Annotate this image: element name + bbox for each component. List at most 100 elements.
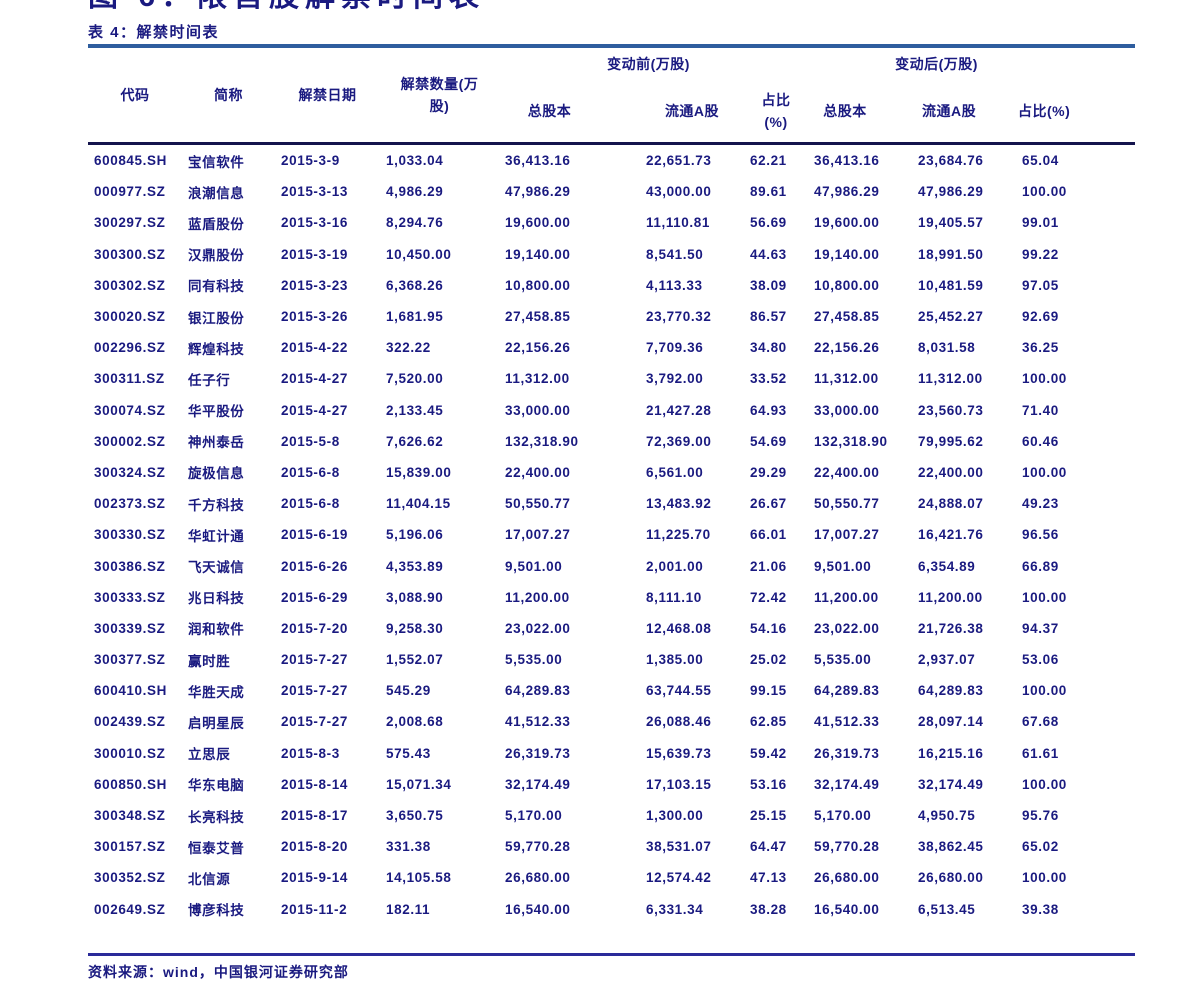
table-cell: 2015-3-9 <box>281 153 340 169</box>
table-sub-header-row: 总股本 流通A股 占比(%) 总股本 流通A股 占比(%) <box>88 80 1135 144</box>
table-cell: 96.56 <box>1022 527 1059 543</box>
table-cell: 33.52 <box>750 371 787 387</box>
table-cell: 12,574.42 <box>646 870 712 886</box>
col-header-float-a-after: 流通A股 <box>921 103 977 119</box>
table-cell: 17,007.27 <box>814 527 880 543</box>
table-cell: 26.67 <box>750 496 787 512</box>
table-cell: 2015-3-16 <box>281 215 348 231</box>
table-cell: 600845.SH <box>94 153 167 169</box>
table-cell: 17,103.15 <box>646 776 712 792</box>
table-cell: 41,512.33 <box>505 714 571 730</box>
table-cell: 2015-7-27 <box>281 652 348 668</box>
table-cell: 2015-8-20 <box>281 839 348 855</box>
table-cell: 16,421.76 <box>918 527 984 543</box>
table-row: 300157.SZ 恒泰艾普 2015-8-20 331.38 59,770.28 38,… <box>88 831 1135 862</box>
table-cell: 59.42 <box>750 745 787 761</box>
table-cell: 华东电脑 <box>188 778 245 794</box>
table-body: 600845.SH 宝信软件 2015-3-9 1,033.04 36,413.16 22… <box>88 144 1135 925</box>
table-cell: 132,318.90 <box>814 433 888 449</box>
table-cell: 8,541.50 <box>646 246 704 262</box>
table-cell: 99.01 <box>1022 215 1059 231</box>
section-heading-clipped: 图 6：限售股解禁时间表 <box>88 0 485 12</box>
table-row: 300074.SZ 华平股份 2015-4-27 2,133.45 33,000.00 2… <box>88 395 1135 426</box>
table-row: 300348.SZ 长亮科技 2015-8-17 3,650.75 5,170.00 1,… <box>88 800 1135 831</box>
table-cell: 62.85 <box>750 714 787 730</box>
table-cell: 11,200.00 <box>814 589 879 605</box>
table-cell: 1,033.04 <box>386 153 444 169</box>
table-cell: 97.05 <box>1022 277 1059 293</box>
table-cell: 38,531.07 <box>646 839 712 855</box>
col-header-name: 简称 <box>214 87 243 103</box>
table-cell: 002649.SZ <box>94 901 166 917</box>
table-cell: 10,481.59 <box>918 277 984 293</box>
table-row: 300324.SZ 旋极信息 2015-6-8 15,839.00 22,400.00 6… <box>88 457 1135 488</box>
table-cell: 宝信软件 <box>188 154 245 170</box>
table-cell: 北信源 <box>188 871 231 887</box>
table-cell: 002296.SZ <box>94 340 166 356</box>
table-cell: 飞天诚信 <box>188 560 245 576</box>
table-cell: 95.76 <box>1022 808 1059 824</box>
table-cell: 33,000.00 <box>814 402 880 418</box>
table-cell: 19,600.00 <box>814 215 880 231</box>
table-cell: 同有科技 <box>188 279 245 295</box>
table-cell: 99.15 <box>750 683 787 699</box>
table-cell: 任子行 <box>188 372 231 388</box>
table-cell: 6,354.89 <box>918 558 976 574</box>
table-cell: 89.61 <box>750 184 787 200</box>
table-cell: 100.00 <box>1022 464 1067 480</box>
table-header: 代码 简称 解禁日期 解禁数量(万股) 变动前(万股) 变动后(万股) 总股本 … <box>88 48 1136 144</box>
table-cell: 99.22 <box>1022 246 1059 262</box>
table-cell: 64,289.83 <box>505 683 571 699</box>
table-cell: 2015-8-14 <box>281 776 348 792</box>
table-cell: 39.38 <box>1022 901 1059 917</box>
table-cell: 54.69 <box>750 433 787 449</box>
table-cell: 23,684.76 <box>918 153 984 169</box>
table-cell: 11,225.70 <box>646 527 711 543</box>
table-cell: 11,312.00 <box>918 371 983 387</box>
table-cell: 2015-6-26 <box>281 558 348 574</box>
table-row: 300339.SZ 润和软件 2015-7-20 9,258.30 23,022.00 1… <box>88 613 1135 644</box>
table-cell: 300324.SZ <box>94 464 166 480</box>
table-cell: 2015-11-2 <box>281 901 348 917</box>
table-cell: 4,986.29 <box>386 184 444 200</box>
table-cell: 38.09 <box>750 277 787 293</box>
table-cell: 15,639.73 <box>646 745 712 761</box>
table-cell: 26,680.00 <box>814 870 880 886</box>
table-cell: 7,626.62 <box>386 433 444 449</box>
table-cell: 6,513.45 <box>918 901 976 917</box>
table-cell: 23,770.32 <box>646 309 712 325</box>
table-cell: 2015-7-20 <box>281 620 348 636</box>
table-cell: 33,000.00 <box>505 402 571 418</box>
table-cell: 26,319.73 <box>505 745 571 761</box>
table-cell: 22,400.00 <box>918 464 984 480</box>
table-row: 600850.SH 华东电脑 2015-8-14 15,071.34 32,174.49… <box>88 769 1135 800</box>
table-cell: 4,353.89 <box>386 558 444 574</box>
footer-divider-line <box>88 953 1135 956</box>
table-cell: 54.16 <box>750 620 787 636</box>
table-cell: 19,140.00 <box>814 246 880 262</box>
table-cell: 64,289.83 <box>814 683 880 699</box>
table-cell: 11,404.15 <box>386 496 451 512</box>
table-cell: 25.02 <box>750 652 787 668</box>
table-cell: 25,452.27 <box>918 309 984 325</box>
table-cell: 11,312.00 <box>814 371 879 387</box>
table-cell: 18,991.50 <box>918 246 984 262</box>
table-cell: 1,552.07 <box>386 652 444 668</box>
table-cell: 43,000.00 <box>646 184 712 200</box>
table-cell: 300352.SZ <box>94 870 166 886</box>
table-cell: 300333.SZ <box>94 589 166 605</box>
table-cell: 3,792.00 <box>646 371 704 387</box>
table-cell: 8,111.10 <box>646 589 702 605</box>
table-cell: 3,088.90 <box>386 589 444 605</box>
table-cell: 25.15 <box>750 808 787 824</box>
table-cell: 神州泰岳 <box>188 435 245 451</box>
table-cell: 11,312.00 <box>505 371 570 387</box>
table-cell: 19,600.00 <box>505 215 571 231</box>
table-cell: 8,031.58 <box>918 340 976 356</box>
table-cell: 47,986.29 <box>918 184 984 200</box>
table-cell: 64,289.83 <box>918 683 984 699</box>
table-cell: 26,680.00 <box>918 870 984 886</box>
table-cell: 2015-4-27 <box>281 402 348 418</box>
table-cell: 2015-6-8 <box>281 496 340 512</box>
table-cell: 华虹计通 <box>188 528 245 544</box>
